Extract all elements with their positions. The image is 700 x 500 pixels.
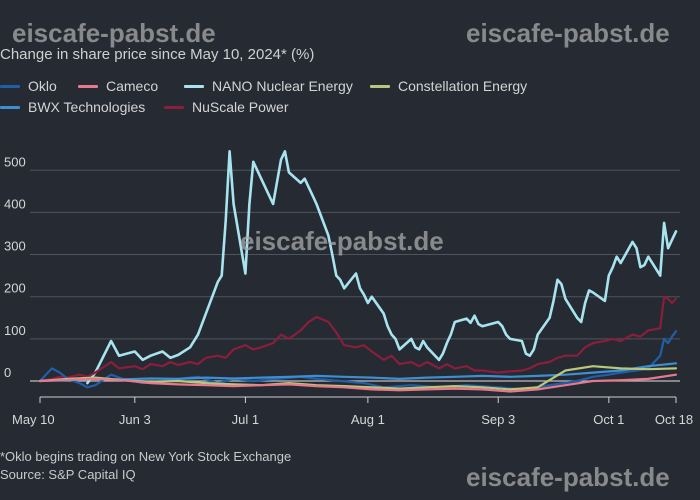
legend-label-nano: NANO Nuclear Energy bbox=[212, 78, 353, 94]
legend-swatch-bwx bbox=[0, 105, 20, 109]
y-tick-label-400: 400 bbox=[4, 196, 26, 211]
x-axis: May 10 Jun 3 Jul 1 Aug 1 Sep 3 Oct 1 Oct 18 bbox=[12, 396, 693, 427]
y-tick-label-200: 200 bbox=[4, 281, 26, 296]
legend-label-constellation: Constellation Energy bbox=[398, 78, 528, 94]
legend-item-cameco: Cameco bbox=[78, 78, 158, 94]
legend-swatch-nuscale bbox=[164, 105, 184, 109]
legend-item-nano: NANO Nuclear Energy bbox=[184, 78, 353, 94]
x-tick-label-5: Oct 1 bbox=[593, 412, 624, 427]
watermark-center: eiscafe-pabst.de bbox=[240, 226, 444, 256]
legend-item-oklo: Oklo bbox=[0, 78, 57, 94]
series-line-nano-nuclear-energy bbox=[86, 150, 678, 385]
legend-swatch-oklo bbox=[0, 84, 20, 88]
chart-legend: Oklo Cameco NANO Nuclear Energy Constell… bbox=[0, 78, 700, 122]
watermark-top-left: eiscafe-pabst.de bbox=[12, 18, 216, 48]
series-line-bwx-technologies bbox=[38, 362, 678, 383]
y-tick-label-500: 500 bbox=[4, 154, 26, 169]
x-tick-label-6: Oct 18 bbox=[655, 412, 693, 427]
x-tick-label-2: Jul 1 bbox=[232, 412, 259, 427]
x-tick-label-4: Sep 3 bbox=[481, 412, 515, 427]
series-line-nuscale-power bbox=[38, 295, 678, 383]
grid-layer: 0 100 200 300 400 500 bbox=[4, 154, 680, 382]
y-tick-label-100: 100 bbox=[4, 323, 26, 338]
legend-label-bwx: BWX Technologies bbox=[28, 99, 146, 115]
watermark-bottom-right: eiscafe-pabst.de bbox=[466, 462, 670, 492]
legend-swatch-cameco bbox=[78, 84, 98, 88]
source-note: Source: S&P Capital IQ bbox=[0, 467, 136, 482]
footnote: *Oklo begins trading on New York Stock E… bbox=[0, 449, 292, 464]
legend-item-constellation: Constellation Energy bbox=[370, 78, 527, 94]
legend-swatch-nano bbox=[184, 84, 204, 88]
y-tick-label-0: 0 bbox=[4, 365, 11, 380]
legend-label-nuscale: NuScale Power bbox=[192, 99, 289, 115]
x-tick-label-0: May 10 bbox=[12, 412, 55, 427]
legend-item-bwx: BWX Technologies bbox=[0, 99, 145, 115]
chart-subtitle: Change in share price since May 10, 2024… bbox=[0, 46, 315, 63]
x-tick-label-1: Jun 3 bbox=[119, 412, 151, 427]
series-layer bbox=[38, 150, 678, 393]
legend-item-nuscale: NuScale Power bbox=[164, 99, 289, 115]
legend-label-cameco: Cameco bbox=[106, 78, 159, 94]
y-tick-label-300: 300 bbox=[4, 239, 26, 254]
watermark-top-right: eiscafe-pabst.de bbox=[466, 18, 670, 48]
series-line-oklo bbox=[38, 330, 678, 391]
legend-swatch-constellation bbox=[370, 84, 390, 88]
legend-label-oklo: Oklo bbox=[28, 78, 57, 94]
x-tick-label-3: Aug 1 bbox=[351, 412, 385, 427]
series-line-cameco bbox=[38, 373, 678, 393]
